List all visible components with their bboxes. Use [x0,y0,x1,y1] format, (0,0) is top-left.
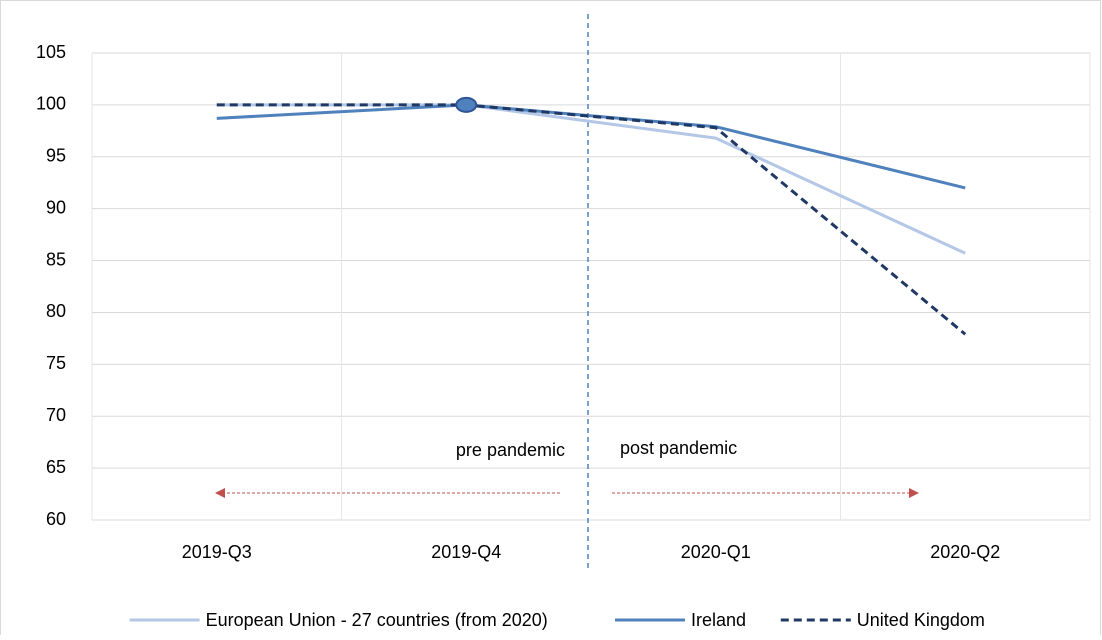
y-tick-label: 90 [46,197,66,217]
y-tick-label: 105 [36,42,66,62]
point-marker [455,96,478,113]
y-tick-label: 85 [46,249,66,269]
x-tick-label: 2020-Q2 [930,542,1000,562]
y-tick-label: 95 [46,146,66,166]
x-tick-label: 2019-Q4 [431,542,501,562]
y-tick-label: 100 [36,94,66,114]
x-tick-label: 2019-Q3 [182,542,252,562]
y-tick-label: 65 [46,457,66,477]
legend-label: European Union - 27 countries (from 2020… [206,610,548,630]
y-tick-label: 70 [46,405,66,425]
series-line [216,103,966,190]
annotation: post pandemic [620,438,737,458]
legend-label: Ireland [691,610,746,630]
annotation: pre pandemic [456,440,565,460]
y-tick-label: 60 [46,509,66,529]
y-tick-label: 80 [46,301,66,321]
legend-label: United Kingdom [857,610,985,630]
x-tick-label: 2020-Q1 [681,542,751,562]
series-line [216,103,967,336]
y-tick-label: 75 [46,353,66,373]
